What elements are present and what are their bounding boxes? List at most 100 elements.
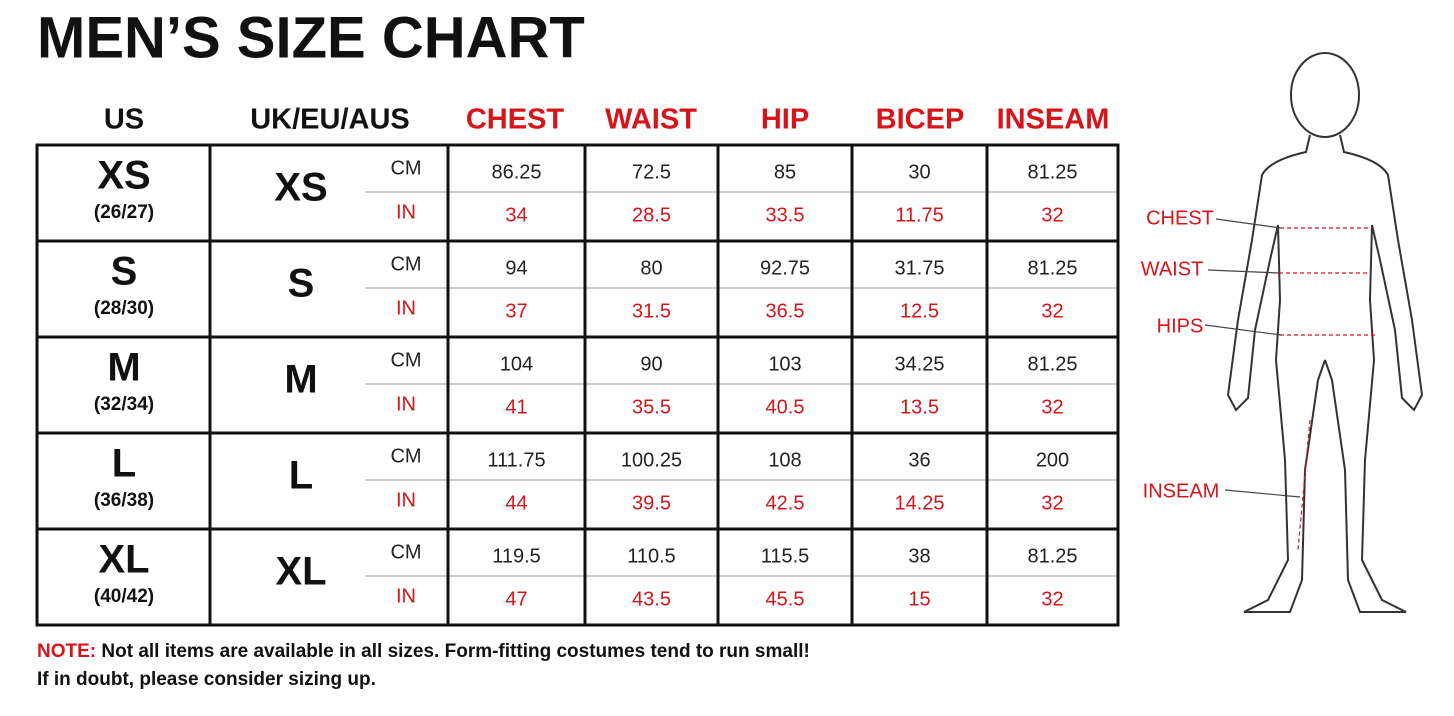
in-value: 32 (1041, 396, 1063, 418)
in-value: 33.5 (766, 204, 805, 226)
body-outline (1226, 134, 1326, 613)
in-value: 13.5 (900, 396, 939, 418)
cm-value: 81.25 (1027, 353, 1077, 375)
note-label: NOTE: (37, 641, 96, 662)
cm-value: 111.75 (487, 449, 545, 471)
in-value: 41 (505, 396, 527, 418)
uk-size: M (284, 358, 317, 402)
unit-label: CM (390, 253, 421, 275)
unit-label: CM (390, 349, 421, 371)
in-value: 37 (505, 300, 527, 322)
cm-value: 108 (768, 449, 801, 471)
figure-label: HIPS (1157, 315, 1204, 337)
in-value: 44 (505, 492, 527, 514)
in-value: 15 (908, 588, 930, 610)
cm-value: 31.75 (894, 257, 944, 279)
in-value: 32 (1041, 204, 1063, 226)
cm-value: 103 (768, 353, 801, 375)
unit-label: IN (396, 393, 416, 415)
cm-value: 100.25 (621, 449, 682, 471)
in-value: 32 (1041, 492, 1063, 514)
cm-value: 110.5 (627, 545, 676, 567)
in-value: 35.5 (632, 396, 671, 418)
cm-value: 200 (1036, 449, 1069, 471)
column-header: HIP (761, 104, 809, 136)
in-value: 36.5 (766, 300, 805, 322)
uk-size: XL (275, 550, 326, 594)
column-header: CHEST (466, 104, 565, 136)
unit-label: IN (396, 201, 416, 223)
unit-label: CM (390, 157, 421, 179)
cm-value: 104 (500, 353, 533, 375)
column-header: US (104, 104, 144, 136)
cm-value: 90 (640, 353, 662, 375)
table-border (35, 143, 1120, 627)
in-value: 28.5 (632, 204, 671, 226)
in-value: 40.5 (766, 396, 805, 418)
us-size-range: (36/38) (94, 490, 154, 511)
cm-value: 80 (640, 257, 662, 279)
in-value: 31.5 (632, 300, 671, 322)
us-size-range: (32/34) (94, 394, 154, 415)
unit-label: IN (396, 489, 416, 511)
in-value: 12.5 (900, 300, 939, 322)
us-size-range: (40/42) (94, 586, 154, 607)
cm-value: 115.5 (761, 545, 810, 567)
uk-size: XS (274, 166, 327, 210)
body-figure (1204, 52, 1424, 613)
cm-value: 92.75 (760, 257, 810, 279)
cm-value: 81.25 (1027, 161, 1077, 183)
in-value: 39.5 (632, 492, 671, 514)
in-value: 47 (505, 588, 527, 610)
uk-size: L (289, 454, 313, 498)
note: NOTE: Not all items are available in all… (37, 641, 810, 662)
in-value: 32 (1041, 300, 1063, 322)
cm-value: 119.5 (492, 545, 541, 567)
inseam-line (1297, 419, 1311, 551)
leader (1215, 218, 1282, 229)
cm-value: 38 (908, 545, 930, 567)
cm-value: 30 (908, 161, 930, 183)
cm-value: 72.5 (632, 161, 671, 183)
cm-value: 34.25 (894, 353, 944, 375)
unit-label: CM (390, 445, 421, 467)
us-size: XL (98, 538, 149, 582)
cm-value: 86.25 (491, 161, 541, 183)
us-size-range: (26/27) (94, 202, 154, 223)
uk-size: S (288, 262, 315, 306)
column-header: INSEAM (997, 104, 1110, 136)
body-outline (1324, 134, 1424, 613)
in-value: 32 (1041, 588, 1063, 610)
cm-value: 94 (505, 257, 527, 279)
cm-value: 36 (908, 449, 930, 471)
in-value: 45.5 (766, 588, 805, 610)
leader (1204, 324, 1282, 336)
us-size: XS (97, 154, 150, 198)
title: MEN’S SIZE CHART (37, 5, 585, 70)
us-size: L (112, 442, 136, 486)
us-size-range: (28/30) (94, 298, 154, 319)
note-line: If in doubt, please consider sizing up. (37, 669, 376, 690)
figure-label: INSEAM (1143, 480, 1220, 502)
us-size: S (111, 250, 138, 294)
leader (1207, 269, 1280, 274)
note-text: Not all items are available in all sizes… (101, 641, 809, 662)
unit-label: CM (390, 541, 421, 563)
cm-value: 81.25 (1027, 545, 1077, 567)
unit-label: IN (396, 585, 416, 607)
cm-value: 85 (774, 161, 796, 183)
figure-label: WAIST (1141, 258, 1204, 280)
cm-value: 81.25 (1027, 257, 1077, 279)
unit-label: IN (396, 297, 416, 319)
column-header: BICEP (876, 104, 965, 136)
in-value: 11.75 (895, 204, 944, 226)
in-value: 14.25 (894, 492, 944, 514)
in-value: 42.5 (766, 492, 805, 514)
in-value: 43.5 (632, 588, 671, 610)
head (1290, 52, 1360, 138)
leader (1224, 489, 1301, 498)
column-header: UK/EU/AUS (250, 104, 410, 136)
us-size: M (107, 346, 140, 390)
figure-label: CHEST (1146, 207, 1214, 229)
